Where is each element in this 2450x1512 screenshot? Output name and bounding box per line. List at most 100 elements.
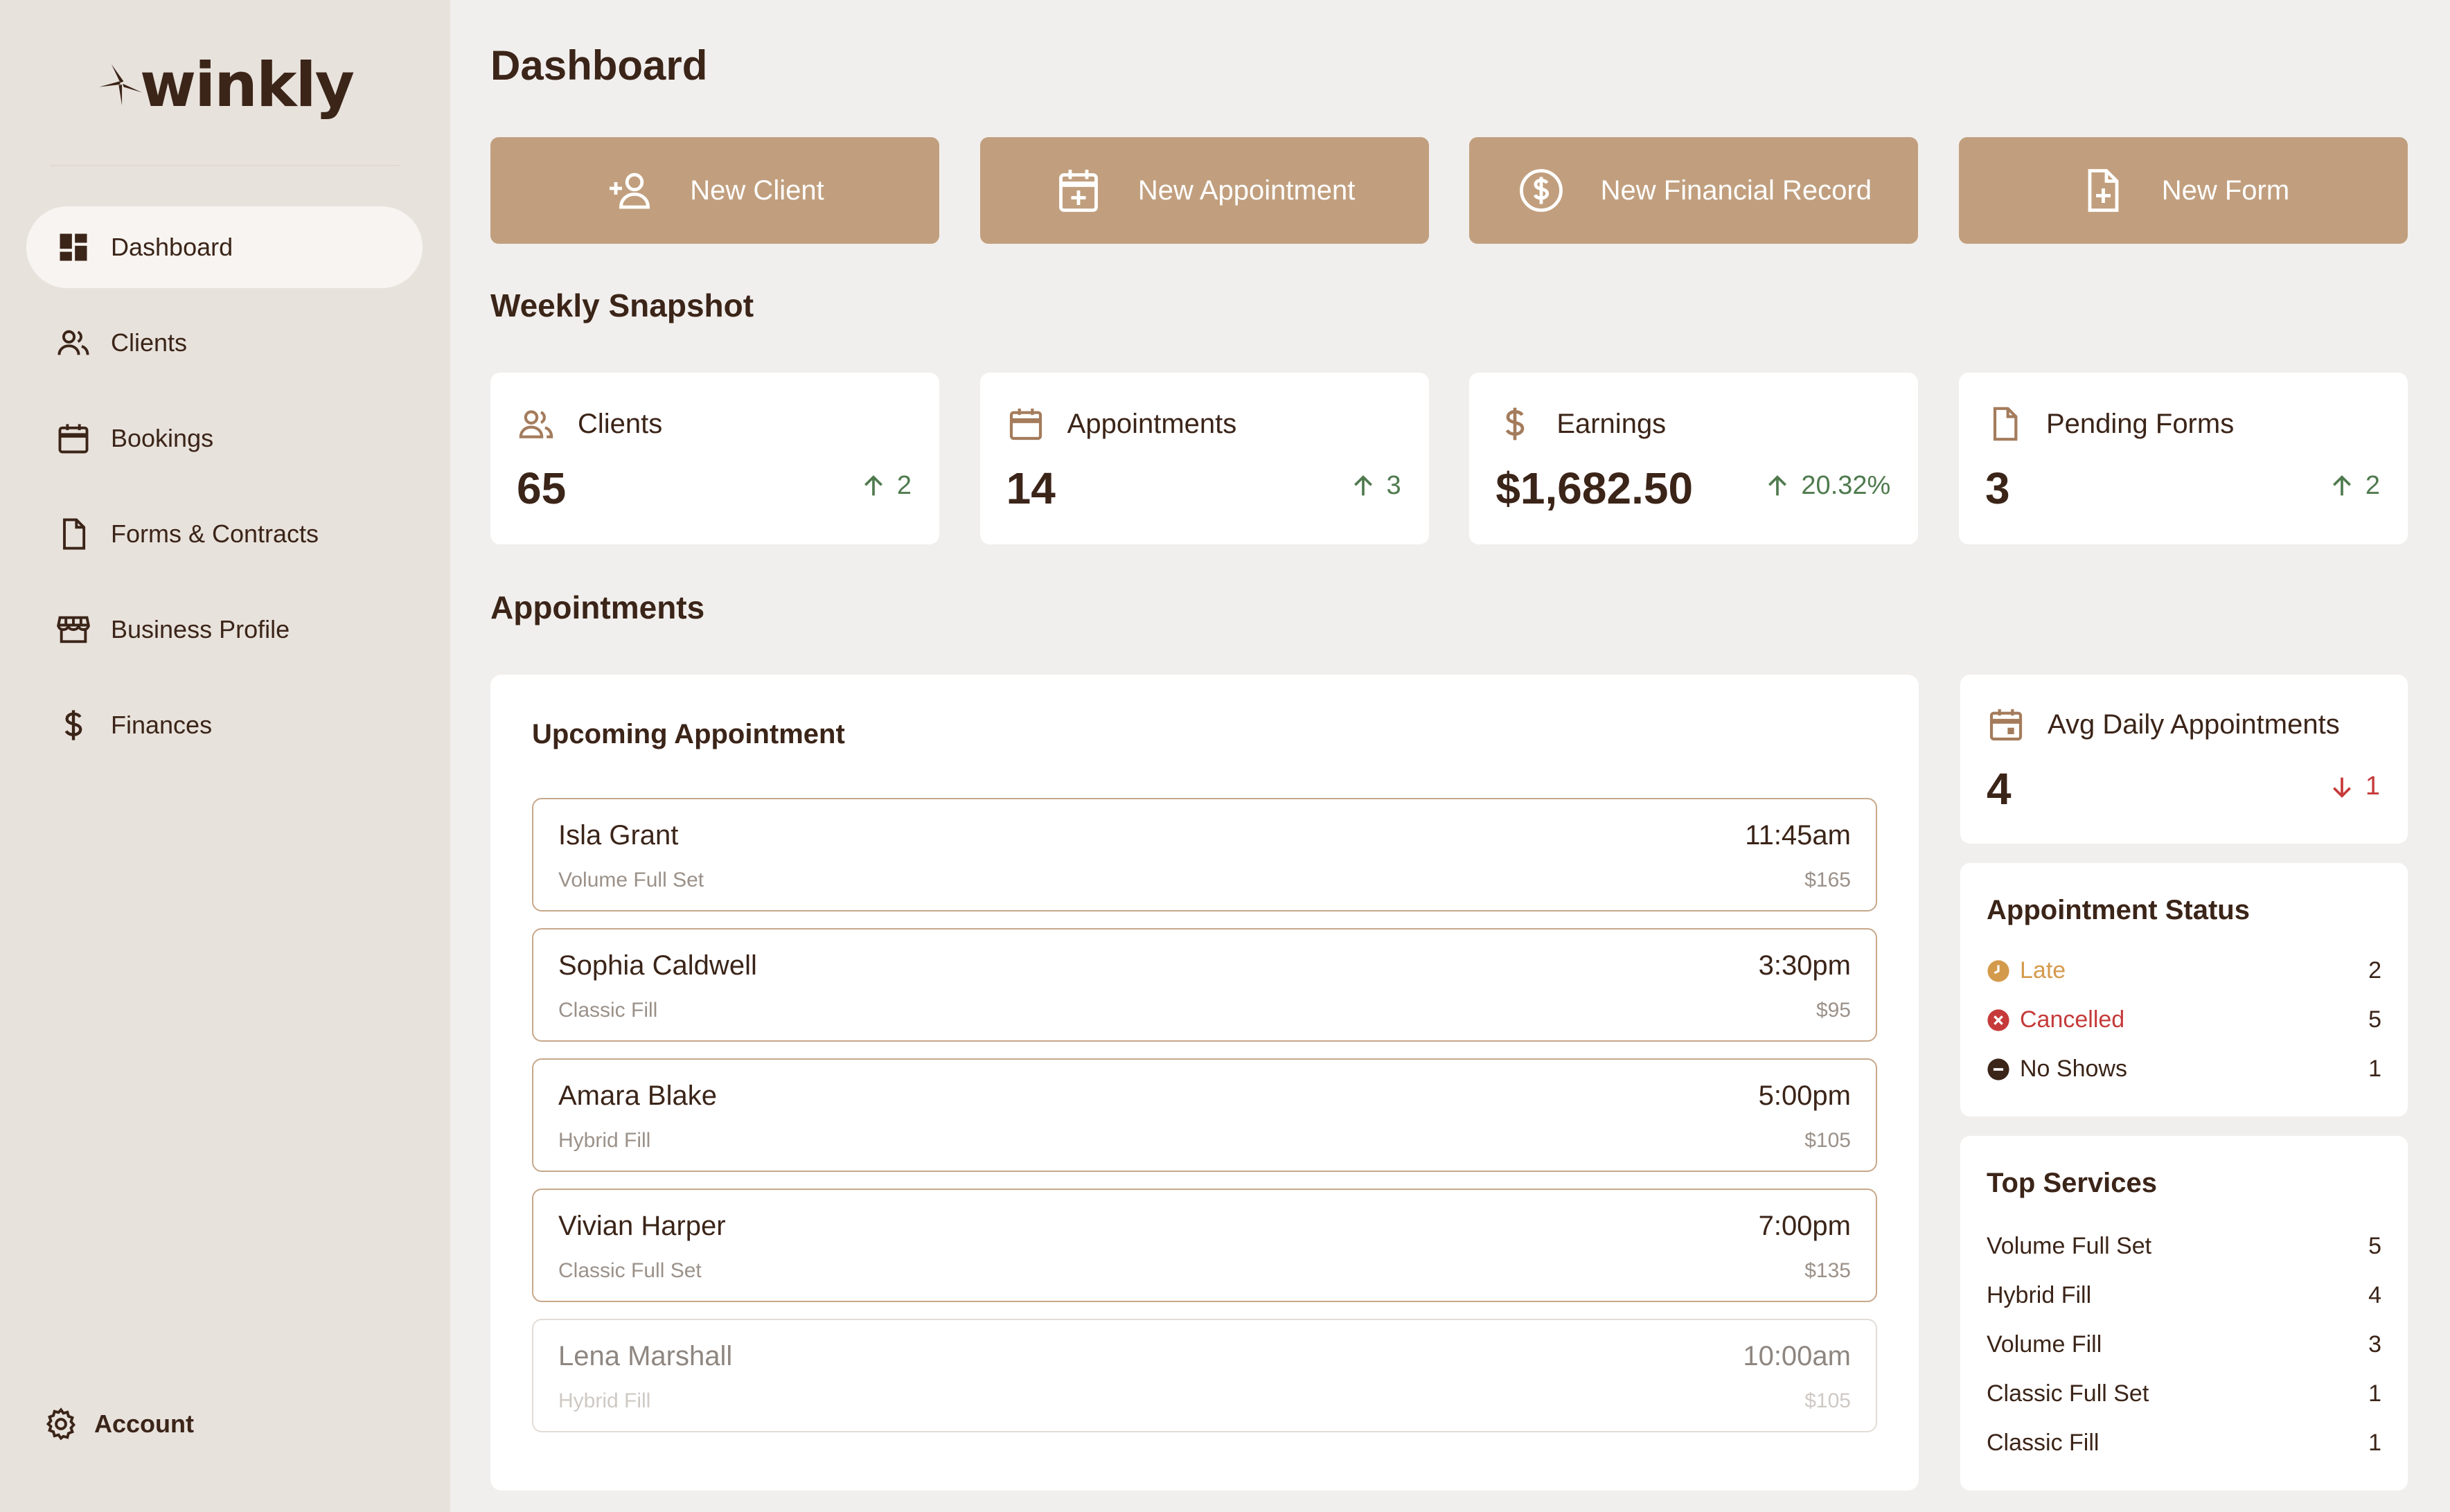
users-icon [57, 330, 89, 355]
avg-daily-appointments-card[interactable]: Avg Daily Appointments 4 1 [1960, 675, 2408, 844]
service-label: Volume Full Set [1987, 1233, 2152, 1259]
weekly-snapshot: Clients 65 2 Appointments 14 3 Earnings … [490, 373, 2408, 544]
avg-daily-label: Avg Daily Appointments [2048, 709, 2340, 740]
stat-value: 65 [517, 463, 567, 513]
brand-logo[interactable]: winkly [97, 43, 355, 126]
sidebar-item-label: Bookings [111, 424, 214, 452]
logo-mark-icon [99, 64, 143, 106]
appointment-list: Isla Grant Volume Full Set 11:45am $165 … [532, 798, 1877, 1449]
dashboard-icon [60, 233, 87, 261]
calendar-today-icon [1989, 709, 2023, 741]
status-row-late[interactable]: Late 2 [1987, 957, 2381, 984]
sidebar-item-bookings[interactable]: Bookings [26, 398, 423, 479]
appointment-price: $105 [1804, 1389, 1851, 1412]
stat-card-earnings[interactable]: Earnings $1,682.50 20.32% [1469, 373, 1919, 544]
status-label: Late [1987, 957, 2066, 984]
stat-value: $1,682.50 [1495, 463, 1694, 513]
dollar-circle-icon [1519, 169, 1563, 212]
service-count: 1 [2368, 1430, 2381, 1456]
service-row[interactable]: Volume Full Set 5 [1987, 1233, 2381, 1260]
new-appointment-label: New Appointment [1137, 175, 1356, 206]
minus-circle-icon [1987, 1058, 2009, 1080]
status-late-label: Late [2020, 957, 2066, 984]
client-name: Vivian Harper [558, 1211, 726, 1241]
document-icon [1993, 407, 2018, 441]
appointment-price: $95 [1816, 999, 1851, 1022]
appointment-item[interactable]: Sophia Caldwell Classic Fill 3:30pm $95 [532, 928, 1877, 1042]
service-name: Volume Full Set [558, 869, 704, 891]
calendar-plus-icon [1058, 170, 1098, 212]
arrow-up-icon [864, 474, 882, 495]
service-row[interactable]: Hybrid Fill 4 [1987, 1282, 2381, 1309]
sidebar-nav: Dashboard Clients Bookings Forms & Contr… [26, 206, 423, 780]
status-label: Cancelled [1987, 1006, 2124, 1033]
client-name: Sophia Caldwell [558, 950, 757, 981]
appointment-item[interactable]: Isla Grant Volume Full Set 11:45am $165 [532, 798, 1877, 911]
new-client-button[interactable]: New Client [490, 137, 939, 244]
arrow-up-icon [2332, 474, 2351, 495]
stat-header: Earnings [1495, 404, 1666, 443]
sidebar-item-label: Clients [111, 328, 188, 357]
service-row[interactable]: Classic Full Set 1 [1987, 1380, 2381, 1407]
new-financial-record-button[interactable]: New Financial Record [1469, 137, 1919, 244]
appointment-status-card: Appointment Status Late 2 Cancelled 5 No… [1960, 863, 2408, 1117]
arrow-up-icon [1353, 474, 1372, 495]
service-label: Classic Fill [1987, 1430, 2100, 1456]
new-financial-record-label: New Financial Record [1600, 175, 1872, 206]
sidebar-item-finances[interactable]: Finances [26, 684, 423, 766]
sidebar-item-label: Business Profile [111, 615, 290, 643]
service-row[interactable]: Classic Fill 1 [1987, 1430, 2381, 1457]
sidebar-item-label: Forms & Contracts [111, 519, 319, 548]
stat-card-appointments[interactable]: Appointments 14 3 [979, 373, 1429, 544]
page-title: Dashboard [490, 42, 708, 89]
upcoming-appointments-title: Upcoming Appointment [532, 719, 845, 749]
appointment-item[interactable]: Amara Blake Hybrid Fill 5:00pm $105 [532, 1058, 1877, 1172]
appointments-title: Appointments [490, 589, 705, 625]
appointment-item[interactable]: Lena Marshall Hybrid Fill 10:00am $105 [532, 1319, 1877, 1432]
stat-label: Earnings [1556, 408, 1667, 439]
weekly-snapshot-title: Weekly Snapshot [490, 287, 754, 323]
status-row-no-shows[interactable]: No Shows 1 [1987, 1056, 2381, 1083]
stat-delta-value: 2 [896, 471, 912, 500]
new-form-button[interactable]: New Form [1958, 137, 2408, 244]
stat-header: Pending Forms [1985, 404, 2234, 443]
sidebar-item-label: Dashboard [111, 233, 233, 261]
appointment-time: 5:00pm [1758, 1080, 1851, 1111]
status-label: No Shows [1987, 1056, 2127, 1083]
stat-card-pending-forms[interactable]: Pending Forms 3 2 [1958, 373, 2408, 544]
sidebar-item-forms[interactable]: Forms & Contracts [26, 493, 423, 575]
clock-icon [1987, 959, 2009, 982]
stat-label: Appointments [1067, 408, 1237, 439]
status-count: 1 [2368, 1056, 2381, 1082]
appointment-time: 10:00am [1743, 1341, 1851, 1371]
new-appointment-button[interactable]: New Appointment [979, 137, 1429, 244]
appointment-price: $105 [1804, 1129, 1851, 1152]
service-label: Hybrid Fill [1987, 1282, 2092, 1308]
stat-card-clients[interactable]: Clients 65 2 [490, 373, 939, 544]
dollar-icon [64, 710, 82, 740]
avg-daily-delta: 1 [2328, 772, 2380, 801]
document-icon [63, 518, 86, 550]
new-client-label: New Client [690, 175, 824, 206]
service-row[interactable]: Volume Fill 3 [1987, 1331, 2381, 1358]
sidebar-item-clients[interactable]: Clients [26, 302, 423, 384]
stat-delta: 2 [860, 471, 912, 501]
sidebar-item-business-profile[interactable]: Business Profile [26, 589, 423, 670]
service-name: Classic Full Set [558, 1259, 702, 1282]
appointment-item[interactable]: Vivian Harper Classic Full Set 7:00pm $1… [532, 1189, 1877, 1302]
status-row-cancelled[interactable]: Cancelled 5 [1987, 1006, 2381, 1033]
account-button[interactable]: Account [43, 1406, 194, 1442]
service-count: 5 [2368, 1233, 2381, 1259]
service-name: Classic Fill [558, 999, 658, 1022]
dollar-icon [1506, 407, 1525, 441]
sidebar-item-dashboard[interactable]: Dashboard [26, 206, 423, 288]
service-label: Volume Fill [1987, 1331, 2102, 1358]
avg-daily-value: 4 [1987, 764, 2012, 814]
gear-icon [46, 1407, 76, 1441]
avg-daily-delta-value: 1 [2365, 772, 2380, 801]
sidebar-item-label: Finances [111, 711, 213, 739]
stat-delta-value: 20.32% [1801, 471, 1891, 500]
add-user-icon [610, 172, 650, 209]
top-services-title: Top Services [1987, 1168, 2158, 1198]
stat-delta-value: 2 [2365, 471, 2380, 500]
